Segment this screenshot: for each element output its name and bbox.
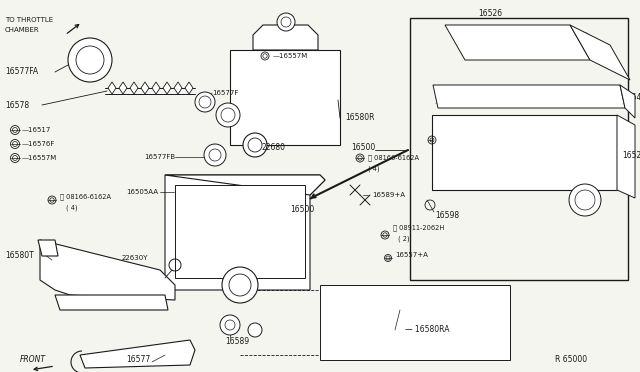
Text: 16580R: 16580R [345, 113, 374, 122]
Polygon shape [55, 295, 168, 310]
Text: 16598: 16598 [435, 211, 459, 219]
Circle shape [76, 46, 104, 74]
Polygon shape [119, 82, 127, 94]
Text: —16576F: —16576F [22, 141, 56, 147]
Text: 16577FA: 16577FA [5, 67, 38, 77]
Polygon shape [617, 115, 635, 198]
Text: Ⓝ 08911-2062H: Ⓝ 08911-2062H [393, 225, 444, 231]
Polygon shape [445, 25, 590, 60]
Polygon shape [175, 185, 305, 278]
Text: 16589+A: 16589+A [372, 192, 405, 198]
Circle shape [220, 315, 240, 335]
Text: —16557M: —16557M [273, 53, 308, 59]
Text: 16580T: 16580T [5, 250, 34, 260]
Bar [320, 285, 510, 360]
Text: 16505AA: 16505AA [126, 189, 158, 195]
Text: 16577F: 16577F [212, 90, 238, 96]
Text: CHAMBER: CHAMBER [5, 27, 40, 33]
Text: Ⓑ 08166-6162A: Ⓑ 08166-6162A [60, 194, 111, 200]
Text: —16517: —16517 [22, 127, 51, 133]
Text: 16577FB: 16577FB [144, 154, 175, 160]
Polygon shape [163, 82, 171, 94]
Text: —16517: —16517 [273, 29, 302, 35]
Text: Ⓑ 08166-6162A: Ⓑ 08166-6162A [368, 155, 419, 161]
Circle shape [68, 38, 112, 82]
Polygon shape [570, 25, 630, 80]
Text: 16526: 16526 [478, 10, 502, 19]
Polygon shape [174, 82, 182, 94]
Text: TO THROTTLE: TO THROTTLE [5, 17, 53, 23]
Text: —16576F: —16576F [273, 41, 307, 47]
Polygon shape [165, 175, 325, 195]
Text: 16500: 16500 [290, 205, 314, 215]
Text: — 16580RA: — 16580RA [405, 326, 449, 334]
Circle shape [575, 190, 595, 210]
Polygon shape [432, 115, 617, 190]
Circle shape [248, 323, 262, 337]
Text: 16528: 16528 [622, 151, 640, 160]
Text: 16557+A: 16557+A [395, 252, 428, 258]
Polygon shape [620, 85, 635, 118]
Polygon shape [38, 240, 58, 256]
Circle shape [216, 103, 240, 127]
Text: ( 4): ( 4) [66, 205, 77, 211]
Polygon shape [433, 85, 625, 108]
Text: ( 4): ( 4) [368, 166, 380, 172]
Polygon shape [253, 25, 318, 50]
Bar [230, 50, 340, 145]
Circle shape [243, 133, 267, 157]
Polygon shape [185, 82, 193, 94]
Polygon shape [152, 82, 160, 94]
Polygon shape [141, 82, 149, 94]
Text: —16557M: —16557M [22, 155, 57, 161]
Polygon shape [108, 82, 116, 94]
Polygon shape [80, 340, 195, 368]
Text: 16578: 16578 [5, 100, 29, 109]
Circle shape [222, 267, 258, 303]
Text: FRONT: FRONT [20, 356, 46, 365]
Polygon shape [40, 240, 175, 300]
Text: 16589: 16589 [225, 337, 249, 346]
Text: 16546: 16546 [622, 93, 640, 102]
Text: 16500: 16500 [351, 144, 375, 153]
Circle shape [569, 184, 601, 216]
Text: 22630Y: 22630Y [122, 255, 148, 261]
Circle shape [204, 144, 226, 166]
Bar [410, 18, 628, 280]
Text: ( 2): ( 2) [398, 236, 410, 242]
Text: 22680: 22680 [262, 144, 286, 153]
Text: 16577: 16577 [125, 356, 150, 365]
Polygon shape [165, 175, 325, 290]
Circle shape [195, 92, 215, 112]
Text: R 65000: R 65000 [555, 356, 587, 365]
Circle shape [277, 13, 295, 31]
Polygon shape [130, 82, 138, 94]
